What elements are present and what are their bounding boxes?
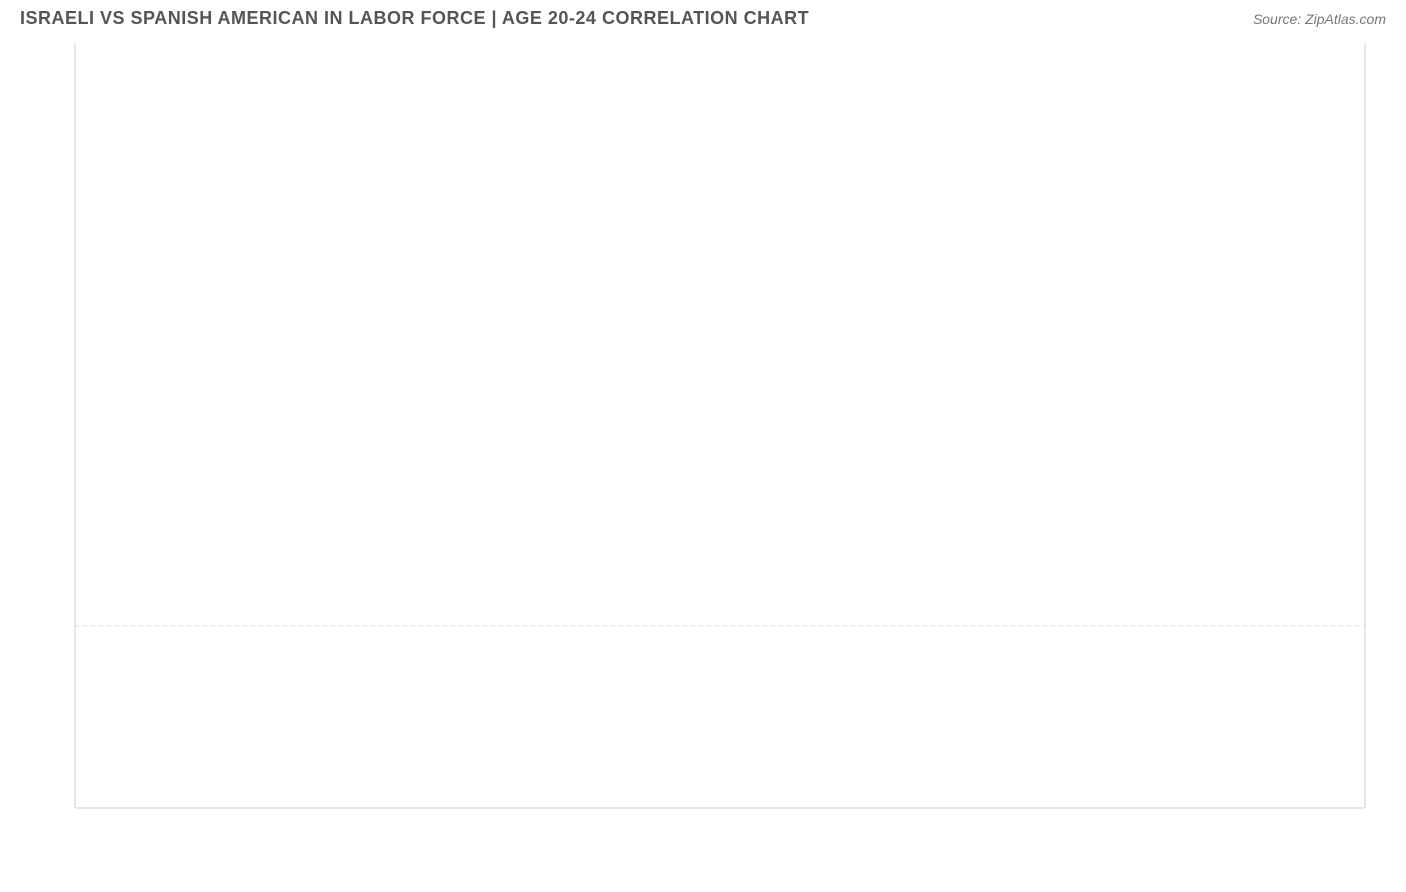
chart-source: Source: ZipAtlas.com xyxy=(1253,11,1386,27)
chart-header: ISRAELI VS SPANISH AMERICAN IN LABOR FOR… xyxy=(0,0,1406,33)
chart-title: ISRAELI VS SPANISH AMERICAN IN LABOR FOR… xyxy=(20,8,809,29)
chart-container xyxy=(20,33,1386,868)
scatter-chart xyxy=(20,33,1386,863)
